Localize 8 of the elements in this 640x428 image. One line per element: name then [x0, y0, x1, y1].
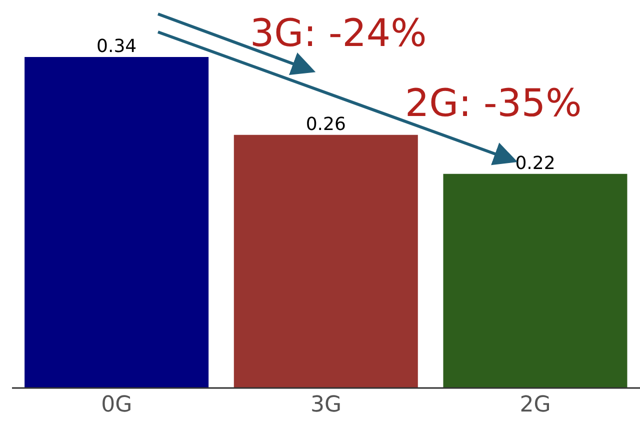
- x-tick-label: 0G: [101, 392, 132, 418]
- text: 3G: -24%: [250, 11, 427, 55]
- x-tick-label: 3G: [310, 392, 342, 418]
- annotation: 2G: -35%: [405, 81, 582, 125]
- x-tick-label: 2G: [520, 392, 551, 418]
- data-label: 0.34: [96, 36, 137, 57]
- data-label: 0.26: [306, 114, 346, 135]
- data-label: 0.22: [515, 152, 556, 174]
